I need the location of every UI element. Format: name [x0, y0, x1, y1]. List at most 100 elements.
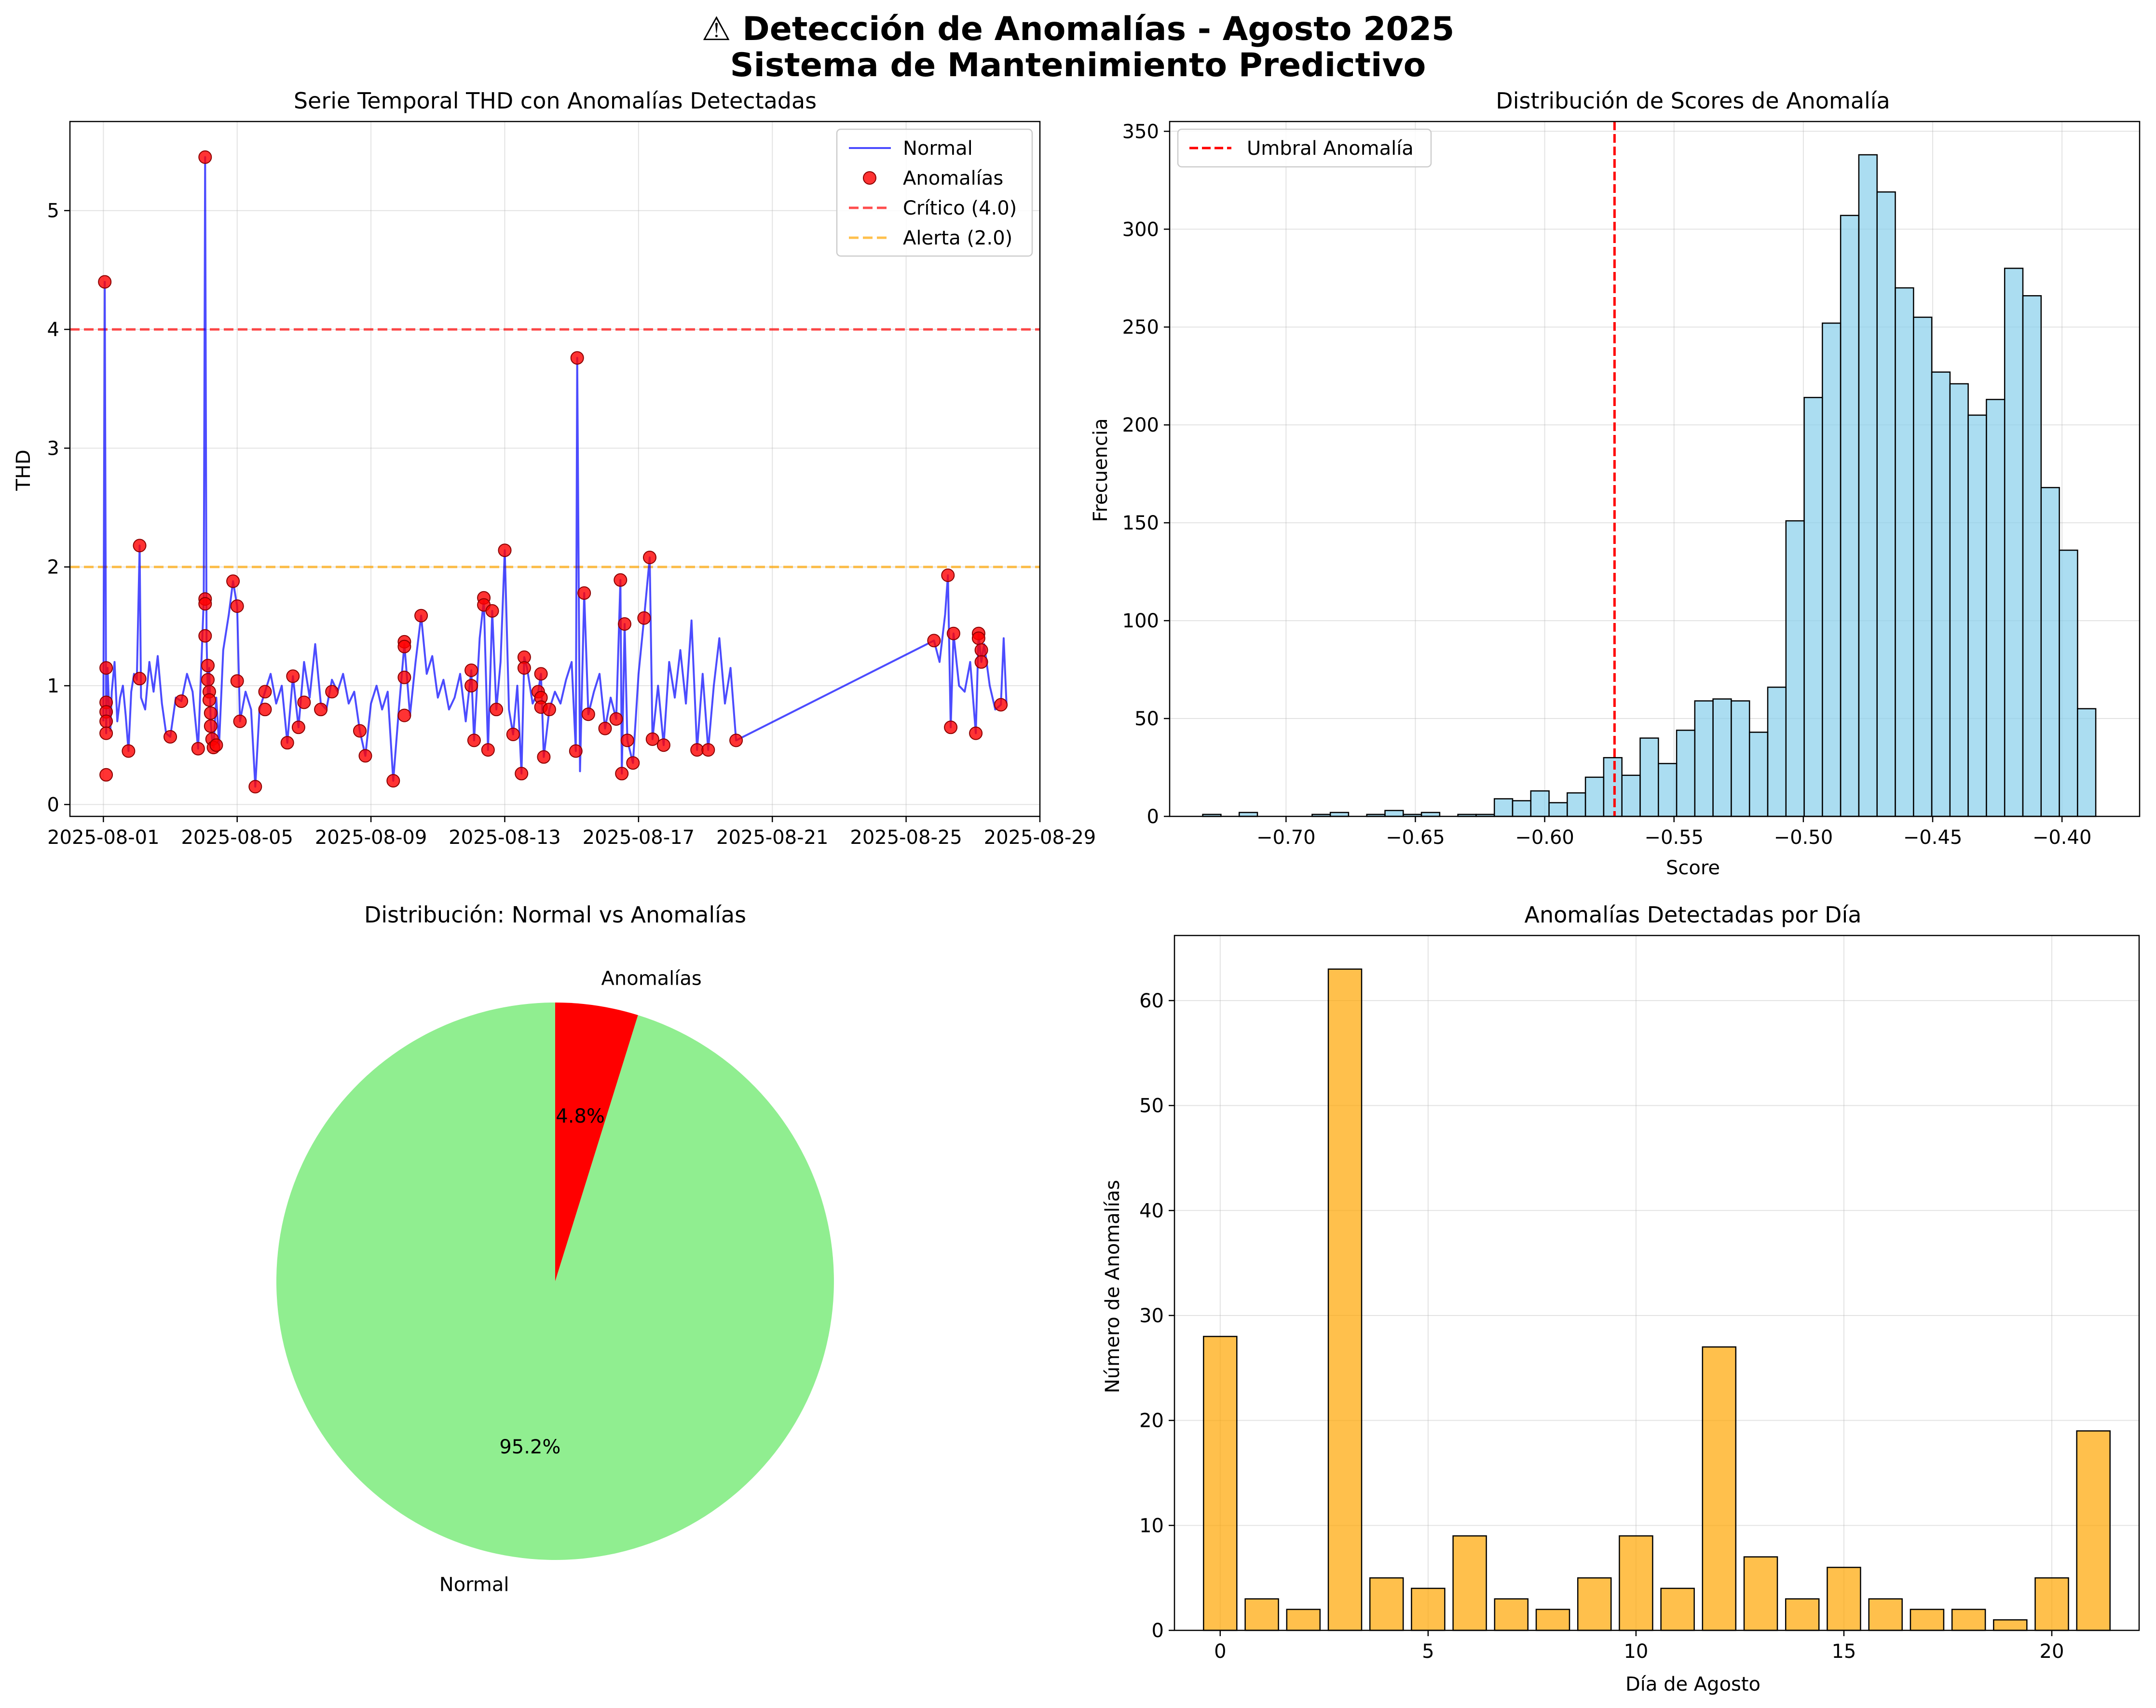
anomaly-point: [581, 707, 595, 721]
thd-y-tick-label: 5: [47, 200, 59, 222]
daily-axis-ticks: 0 5 10 15 20 0 10 20 30 40 50 60: [1139, 990, 2064, 1663]
thd-y-axis-label: THD: [13, 449, 35, 491]
thd-axis-ticks: 2025-08-01 2025-08-05 2025-08-09 2025-08-13…: [47, 200, 1096, 849]
histogram-bar: [1949, 383, 1969, 817]
histogram-x-tick-label: −0.45: [1903, 827, 1963, 849]
anomaly-point: [534, 667, 548, 681]
histogram-bar: [1931, 371, 1951, 817]
anomaly-point: [517, 661, 531, 675]
histogram-axis-ticks: −0.70 −0.65 −0.60 −0.55 −0.50 −0.45 −0.40 0 50 10…: [1122, 121, 2092, 849]
histogram-y-tick-label: 50: [1134, 708, 1159, 730]
anomaly-point: [122, 744, 136, 758]
anomaly-point: [506, 728, 520, 741]
anomaly-point: [325, 685, 339, 699]
daily-bar: [1327, 968, 1363, 1631]
histogram-legend-box: [1177, 128, 1432, 168]
normal-vs-anomaly-pie-panel: Distribución: Normal vs Anomalías Normal…: [276, 902, 834, 1596]
histogram-bar: [1548, 802, 1568, 817]
histogram-bar: [1712, 698, 1732, 817]
anomaly-point: [314, 703, 328, 717]
histogram-bar: [1840, 215, 1860, 817]
anomaly-point: [204, 719, 218, 733]
daily-bar: [1577, 1577, 1612, 1631]
histogram-plot-frame: [1169, 121, 2141, 817]
anomalies-per-day-panel: Anomalías Detectadas por Día Día de Agos…: [1102, 902, 2140, 1695]
histogram-bar: [1876, 191, 1896, 817]
anomaly-point: [226, 574, 240, 588]
histogram-bar: [1603, 757, 1623, 817]
anomaly-point: [615, 767, 629, 781]
histogram-y-tick-label: 0: [1147, 806, 1159, 828]
histogram-bar: [1731, 700, 1750, 817]
score-histogram-panel: Distribución de Scores de Anomalía Score…: [1090, 88, 2141, 879]
anomaly-point: [291, 720, 305, 734]
thd-x-tick-label: 2025-08-09: [315, 827, 427, 849]
anomaly-point: [626, 756, 640, 770]
anomaly-point: [542, 703, 556, 717]
daily-y-tick-label: 10: [1139, 1515, 1164, 1537]
histogram-x-tick-label: −0.70: [1256, 827, 1316, 849]
daily-bar: [2076, 1430, 2111, 1631]
anomaly-point: [198, 150, 212, 164]
legend-anomaly-swatch: [863, 171, 876, 185]
anomaly-point: [944, 720, 958, 734]
histogram-bar: [2059, 549, 2078, 817]
daily-bar: [1244, 1598, 1279, 1631]
histogram-y-axis-label: Frecuencia: [1090, 418, 1112, 522]
thd-normal-series: [102, 156, 1008, 788]
anomaly-point: [969, 726, 983, 740]
histogram-x-tick-label: −0.60: [1515, 827, 1574, 849]
anomaly-point: [280, 736, 294, 750]
histogram-x-tick-label: −0.50: [1774, 827, 1833, 849]
histogram-x-tick-label: −0.40: [2033, 827, 2092, 849]
daily-y-tick-label: 60: [1139, 990, 1164, 1012]
histogram-y-tick-label: 150: [1122, 512, 1159, 534]
daily-x-tick-label: 10: [1624, 1640, 1648, 1663]
anomaly-point: [98, 275, 112, 289]
daily-chart-title: Anomalías Detectadas por Día: [1525, 902, 1862, 928]
daily-bar: [1993, 1619, 2028, 1631]
anomaly-point: [286, 669, 300, 683]
histogram-bars: [1202, 154, 2097, 817]
anomaly-point: [490, 703, 504, 717]
thd-legend-box: [836, 128, 1033, 257]
histogram-bar: [2004, 268, 2024, 817]
thd-y-tick-label: 4: [47, 319, 59, 341]
histogram-legend: Umbral Anomalía: [1177, 128, 1432, 168]
histogram-x-tick-label: −0.55: [1644, 827, 1704, 849]
anomaly-point: [994, 698, 1008, 712]
daily-y-tick-label: 40: [1139, 1200, 1164, 1222]
thd-x-tick-label: 2025-08-29: [984, 827, 1096, 849]
histogram-y-tick-label: 300: [1122, 218, 1159, 241]
anomaly-point: [464, 664, 478, 677]
anomaly-point: [464, 679, 478, 692]
anomaly-point: [569, 744, 583, 758]
histogram-y-tick-label: 250: [1122, 316, 1159, 339]
daily-bar: [1286, 1609, 1321, 1631]
daily-x-axis-label: Día de Agosto: [1625, 1673, 1760, 1695]
thd-x-tick-label: 2025-08-21: [716, 827, 828, 849]
daily-grid: [1174, 935, 2139, 1631]
anomaly-point: [99, 726, 113, 740]
histogram-bar: [1493, 798, 1514, 817]
anomaly-point: [198, 597, 212, 611]
anomaly-point: [397, 708, 411, 722]
histogram-bar: [1858, 154, 1878, 817]
legend-anomaly-label: Anomalías: [903, 167, 1003, 190]
histogram-bar: [1895, 287, 1914, 817]
daily-bar: [1660, 1587, 1695, 1631]
histogram-bar: [1658, 763, 1678, 817]
histogram-bar: [1694, 700, 1714, 817]
anomaly-point: [690, 743, 704, 757]
daily-bar: [2034, 1577, 2069, 1631]
anomaly-point: [230, 674, 244, 688]
histogram-bar: [1676, 730, 1696, 817]
thd-x-tick-label: 2025-08-17: [583, 827, 695, 849]
anomaly-point: [386, 774, 400, 788]
anomaly-point: [643, 551, 656, 564]
anomaly-point: [974, 643, 988, 657]
anomaly-point: [201, 659, 215, 673]
histogram-bar: [1748, 732, 1769, 817]
anomaly-point: [485, 604, 499, 618]
thd-y-tick-label: 0: [47, 794, 59, 816]
